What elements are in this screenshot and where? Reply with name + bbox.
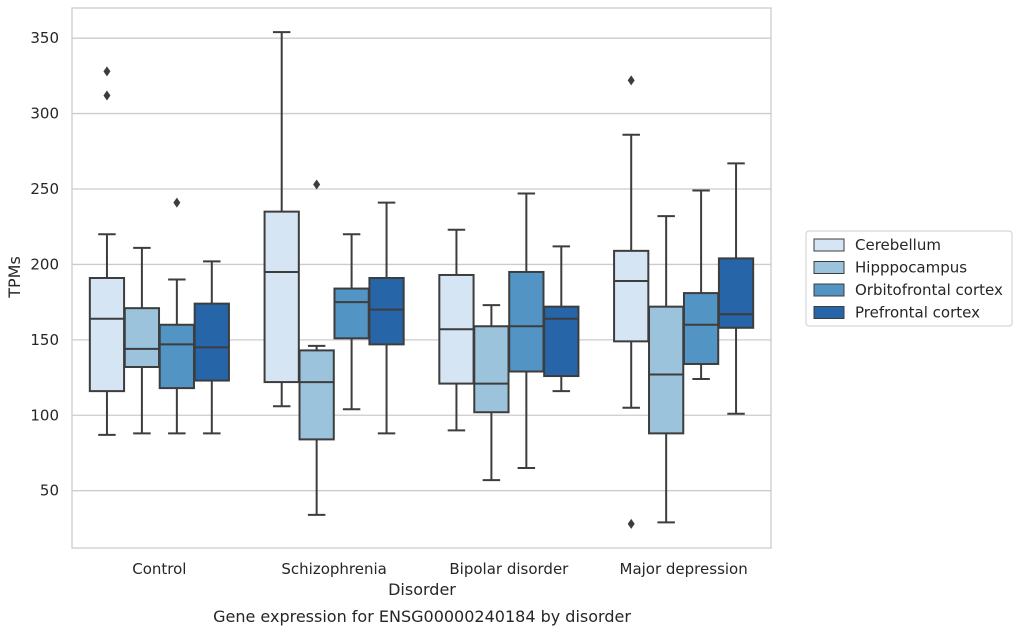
legend-swatch <box>813 261 845 274</box>
y-tick-label: 350 <box>30 29 59 47</box>
y-tick-label: 150 <box>30 331 59 349</box>
y-tick-label: 100 <box>30 406 59 424</box>
outlier-point <box>627 518 635 529</box>
box-orbitofrontal-cortex <box>333 233 370 411</box>
box-orbitofrontal-cortex <box>682 189 720 381</box>
plot-background <box>72 8 771 548</box>
legend-frame <box>805 230 1013 327</box>
box-hipppocampus <box>123 246 161 435</box>
box-body <box>717 257 755 329</box>
legend-label: Cerebellum <box>855 236 941 254</box>
box-prefrontal-cortex <box>717 162 755 415</box>
box-body <box>263 210 300 384</box>
box-cerebellum <box>263 31 300 408</box>
box-series <box>88 31 755 529</box>
box-orbitofrontal-cortex <box>508 192 545 470</box>
box-body <box>368 277 405 346</box>
box-body <box>193 302 230 382</box>
legend-swatch <box>813 283 845 297</box>
box-body <box>298 349 335 441</box>
legend-swatch <box>813 238 845 252</box>
box-body <box>613 249 650 343</box>
box-cerebellum <box>438 228 475 432</box>
box-hipppocampus <box>473 304 510 482</box>
box-prefrontal-cortex <box>193 260 230 435</box>
box-body <box>473 325 510 414</box>
box-prefrontal-cortex <box>368 201 405 435</box>
chart-title: Gene expression for ENSG00000240184 by d… <box>213 607 631 626</box>
box-body <box>123 307 161 368</box>
outlier-point <box>313 179 321 190</box>
x-axis-ticks: Control Schizophrenia Bipolar disorder Majo… <box>132 560 747 578</box>
outlier-point <box>103 66 111 77</box>
y-axis-ticks: 50 100 150 200 250 300 350 <box>30 29 59 500</box>
x-tick-label: Bipolar disorder <box>449 560 569 578</box>
outlier-point <box>627 75 635 86</box>
legend-label: Orbitofrontal cortex <box>855 281 1003 299</box>
plot-frame <box>71 7 772 549</box>
box-hipppocampus <box>648 215 685 524</box>
box-body <box>648 305 685 435</box>
box-body <box>158 323 195 390</box>
y-tick-label: 300 <box>30 105 59 123</box>
y-tick-label: 200 <box>30 255 59 273</box>
box-body <box>88 277 126 393</box>
y-tick-label: 50 <box>40 482 59 500</box>
box-body <box>333 287 370 340</box>
x-tick-label: Control <box>132 560 186 578</box>
legend-label: Prefrontal cortex <box>855 304 980 322</box>
legend-label: Hipppocampus <box>855 259 967 277</box>
box-body <box>543 305 580 378</box>
legend: Cerebellum Hipppocampus Orbitofrontal cort… <box>805 230 1013 327</box>
box-body <box>682 292 720 365</box>
box-body <box>508 270 545 373</box>
x-axis-title: Disorder <box>388 580 456 599</box>
outlier-point <box>103 90 111 101</box>
legend-swatch <box>813 306 845 319</box>
box-prefrontal-cortex <box>543 245 580 393</box>
y-tick-label: 250 <box>30 180 59 198</box>
box-cerebellum <box>613 75 650 529</box>
y-axis-title: TPMs <box>5 256 24 299</box>
outlier-point <box>173 197 181 208</box>
x-tick-label: Schizophrenia <box>281 560 386 578</box>
box-hipppocampus <box>298 179 335 516</box>
x-tick-label: Major depression <box>620 560 748 578</box>
